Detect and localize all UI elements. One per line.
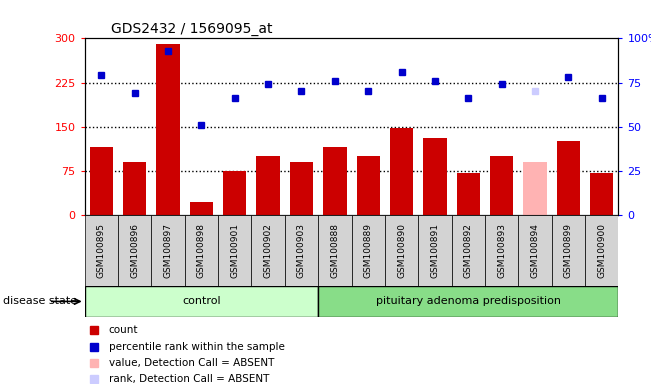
Bar (189, 202, 213, 215)
Text: GSM100889: GSM100889 (364, 223, 373, 278)
Bar (223, 171, 247, 215)
Text: GSM100896: GSM100896 (130, 223, 139, 278)
Text: percentile rank within the sample: percentile rank within the sample (109, 342, 284, 352)
Text: GSM100892: GSM100892 (464, 223, 473, 278)
Text: GSM100898: GSM100898 (197, 223, 206, 278)
Text: GSM100888: GSM100888 (330, 223, 339, 278)
Bar (385, 215, 418, 286)
Text: GSM100901: GSM100901 (230, 223, 240, 278)
Text: GSM100895: GSM100895 (97, 223, 106, 278)
Bar (323, 147, 346, 215)
Text: GDS2432 / 1569095_at: GDS2432 / 1569095_at (111, 22, 273, 36)
Text: GSM100890: GSM100890 (397, 223, 406, 278)
Text: pituitary adenoma predisposition: pituitary adenoma predisposition (376, 296, 561, 306)
Bar (551, 215, 585, 286)
Text: disease state: disease state (3, 296, 77, 306)
Bar (390, 128, 413, 215)
Bar (318, 286, 618, 317)
Bar (285, 215, 318, 286)
Bar (123, 162, 146, 215)
Bar (251, 215, 284, 286)
Bar (490, 156, 514, 215)
Bar (218, 215, 251, 286)
Bar (290, 162, 313, 215)
Bar (85, 286, 318, 317)
Text: GSM100891: GSM100891 (430, 223, 439, 278)
Text: GSM100894: GSM100894 (531, 223, 540, 278)
Bar (557, 141, 580, 215)
Bar (256, 156, 280, 215)
Bar (357, 156, 380, 215)
Bar (90, 147, 113, 215)
Text: value, Detection Call = ABSENT: value, Detection Call = ABSENT (109, 358, 274, 368)
Bar (151, 215, 185, 286)
Text: control: control (182, 296, 221, 306)
Text: GSM100893: GSM100893 (497, 223, 506, 278)
Bar (318, 215, 352, 286)
Text: GSM100903: GSM100903 (297, 223, 306, 278)
Bar (156, 44, 180, 215)
Bar (585, 215, 618, 286)
Text: rank, Detection Call = ABSENT: rank, Detection Call = ABSENT (109, 374, 269, 384)
Bar (452, 215, 485, 286)
Text: GSM100902: GSM100902 (264, 223, 273, 278)
Bar (352, 215, 385, 286)
Bar (518, 215, 551, 286)
Bar (423, 139, 447, 215)
Bar (485, 215, 518, 286)
Bar (118, 215, 151, 286)
Bar (523, 162, 547, 215)
Text: GSM100899: GSM100899 (564, 223, 573, 278)
Bar (456, 173, 480, 215)
Bar (85, 215, 118, 286)
Bar (418, 215, 452, 286)
Text: GSM100897: GSM100897 (163, 223, 173, 278)
Bar (590, 173, 613, 215)
Bar (185, 215, 218, 286)
Text: GSM100900: GSM100900 (597, 223, 606, 278)
Text: count: count (109, 326, 138, 336)
